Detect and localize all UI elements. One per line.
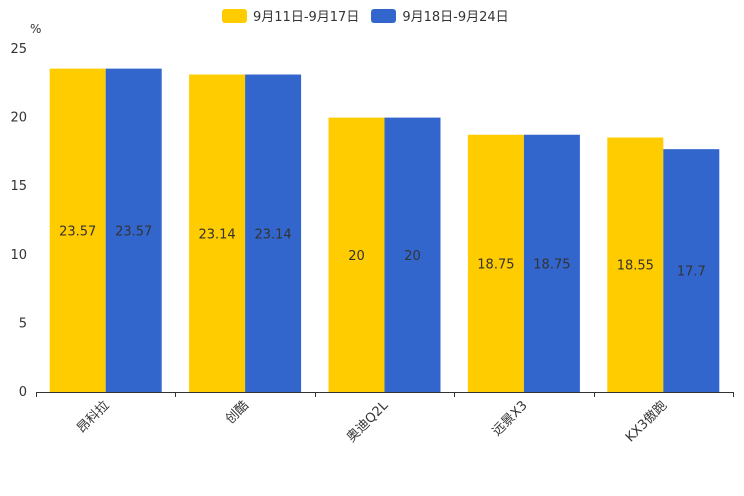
legend-swatch-series-2 [371, 8, 397, 23]
y-axis-unit: % [30, 22, 42, 36]
legend-item-series-1[interactable]: 9月11日-9月17日 [222, 6, 359, 25]
x-tick-label-3: 远景X3 [490, 398, 531, 439]
bar-series-1-4 [607, 137, 664, 392]
y-tick-label-2: 10 [10, 248, 27, 263]
data-label-series-1-2: 20 [348, 249, 365, 264]
bar-series-2-4 [663, 149, 720, 392]
legend-label-series-1: 9月11日-9月17日 [253, 10, 360, 25]
bar-series-1-2 [328, 117, 385, 392]
data-label-series-1-0: 23.57 [59, 224, 96, 239]
bar-series-2-0 [105, 68, 162, 392]
y-tick-label-4: 20 [10, 111, 27, 126]
data-label-series-2-3: 18.75 [533, 257, 570, 272]
data-label-series-2-2: 20 [404, 249, 421, 264]
y-tick-label-3: 15 [10, 179, 27, 194]
x-tick-label-4: KX3傲跑 [623, 398, 670, 445]
x-tick-label-1: 创酷 [223, 398, 252, 427]
data-label-series-1-1: 23.14 [198, 227, 235, 242]
y-tick-label-5: 25 [10, 42, 27, 57]
legend: 9月11日-9月17日 9月18日-9月24日 [222, 6, 509, 25]
data-label-series-2-4: 17.7 [677, 265, 706, 280]
y-tick-label-0: 0 [19, 385, 27, 400]
legend-label-series-2: 9月18日-9月24日 [402, 10, 509, 25]
data-label-series-1-4: 18.55 [617, 259, 654, 274]
y-tick-label-1: 5 [19, 316, 27, 331]
bar-series-2-2 [384, 117, 441, 392]
legend-swatch-series-1 [222, 8, 247, 23]
bar-series-2-3 [523, 134, 580, 392]
data-label-series-1-3: 18.75 [477, 257, 514, 272]
bar-series-1-1 [189, 74, 246, 393]
data-label-series-2-1: 23.14 [254, 227, 291, 242]
legend-item-series-2[interactable]: 9月18日-9月24日 [371, 6, 509, 25]
x-tick-label-2: 奥迪Q2L [344, 398, 392, 446]
data-label-series-2-0: 23.57 [115, 224, 152, 239]
bar-series-1-3 [467, 134, 524, 392]
bar-series-1-0 [49, 68, 106, 392]
x-tick-label-0: 昂科拉 [74, 398, 112, 436]
bar-series-2-1 [245, 74, 302, 393]
